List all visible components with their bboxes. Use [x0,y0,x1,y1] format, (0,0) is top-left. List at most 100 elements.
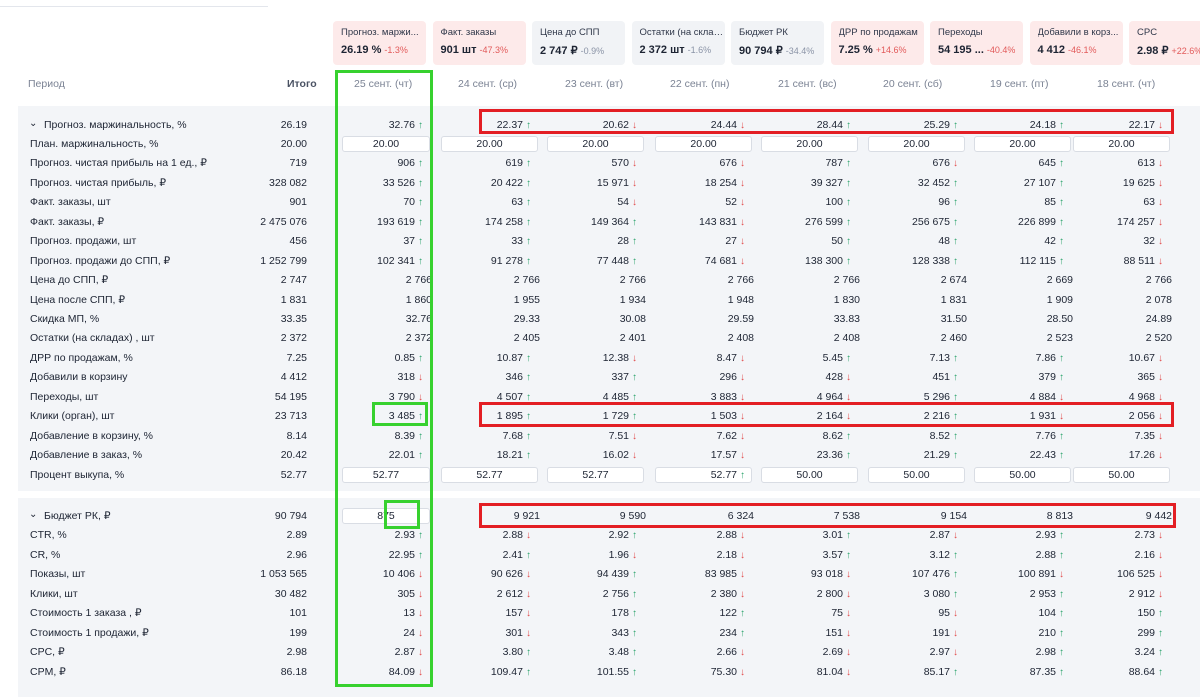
arrow-down-icon: ↓ [953,647,958,659]
date-header[interactable]: 23 сент. (вт) [565,78,624,90]
value-input[interactable]: 20.00 [761,135,858,152]
row-label[interactable]: Бюджет РК, ₽ [44,510,111,522]
arrow-down-icon: ↓ [418,588,423,600]
kpi-card[interactable]: ДРР по продажам 7.25 % +14.6% [830,21,924,65]
arrow-down-icon: ↓ [740,549,745,561]
value-input[interactable]: 20.00 [974,135,1071,152]
date-header[interactable]: 25 сент. (чт) [354,78,413,90]
value-input[interactable]: 50.00 [761,466,858,483]
value-input[interactable]: 50.00 [974,466,1071,483]
value-input[interactable]: 52.77 [441,466,538,483]
arrow-down-icon: ↓ [418,647,423,659]
value-input[interactable]: 50.00 [1073,466,1170,483]
date-header[interactable]: 24 сент. (ср) [458,78,518,90]
value-cell: 9 442 [1145,510,1172,522]
row-total: 2 372 [280,332,307,345]
arrow-up-icon: ↑ [632,372,637,384]
value-cell: 3.48 ↑ [608,646,637,659]
value-cell: 27 107 ↑ [1023,176,1064,189]
date-header[interactable]: 21 сент. (вс) [778,78,837,90]
value-input[interactable]: 50.00 [868,466,965,483]
arrow-up-icon: ↑ [526,197,531,209]
value-cell: 22.95 ↑ [388,548,423,561]
value-cell: 48 ↑ [938,235,958,248]
row-label[interactable]: Прогноз. маржинальность, % [44,118,187,131]
date-header[interactable]: 22 сент. (пн) [670,78,730,90]
row-label: Клики (орган), шт [30,410,115,423]
kpi-card-delta: +14.6% [875,45,907,55]
kpi-card[interactable]: CPC 2.98 ₽ +22.6% [1129,21,1200,65]
value-cell: 87.35 ↑ [1029,665,1064,678]
kpi-card[interactable]: Бюджет РК 90 794 ₽ -34.4% [731,21,824,65]
value-cell: 8 813 [1046,510,1073,522]
value-cell: 4 884 ↓ [1029,390,1064,403]
value-cell: 787 ↑ [825,157,851,170]
value-input[interactable]: 20.00 [868,135,965,152]
row-total: 456 [289,235,307,248]
value-cell: 8.52 ↑ [929,429,958,442]
arrow-down-icon: ↓ [846,588,851,600]
date-header[interactable]: 19 сент. (пт) [990,78,1049,90]
arrow-up-icon: ↑ [526,391,531,403]
arrow-up-icon: ↑ [632,411,637,423]
value-cell: 2 953 ↑ [1029,587,1064,600]
value-input[interactable]: 20.00 [547,135,644,152]
date-header[interactable]: 18 сент. (чт) [1097,78,1156,90]
chevron-down-icon[interactable]: ⌄ [29,117,38,129]
arrow-down-icon: ↓ [740,119,745,131]
value-cell: 7.13 ↑ [929,351,958,364]
arrow-down-icon: ↓ [632,119,637,131]
value-cell: 305 ↓ [397,587,423,600]
value-cell: 2 766 [833,274,860,287]
value-input[interactable]: 52.77 ↑ [655,466,752,483]
value-input[interactable]: 20.00 [441,135,538,152]
value-cell: 84.09 ↓ [388,665,423,678]
arrow-down-icon: ↓ [846,372,851,384]
value-cell: 12.38 ↓ [602,351,637,364]
value-cell: 7.86 ↑ [1035,351,1064,364]
value-cell: 151 ↓ [825,626,851,639]
arrow-up-icon: ↑ [418,530,423,542]
kpi-card[interactable]: Факт. заказы 901 шт -47.3% [432,21,526,65]
value-cell: 63 ↓ [1143,196,1163,209]
value-cell: 143 831 ↓ [699,215,745,228]
value-cell: 75.30 ↓ [710,665,745,678]
table-row: План. маржинальность, % 20.00 20.00 20.00 20… [0,135,1200,154]
value-input[interactable]: 20.00 [655,135,752,152]
value-input[interactable]: 20.00 [342,135,430,152]
table-row: Клики (орган), шт 23 713 3 485 ↑ 1 895 ↑ 1 729… [0,407,1200,426]
value-cell: 81.04 ↓ [816,665,851,678]
arrow-up-icon: ↑ [846,236,851,248]
value-cell: 2 078 [1145,293,1172,306]
arrow-down-icon: ↓ [740,197,745,209]
arrow-up-icon: ↑ [526,255,531,267]
kpi-card[interactable]: Добавили в корз... 4 412 -46.1% [1029,21,1123,65]
value-input[interactable]: 52.77 [547,466,644,483]
arrow-up-icon: ↑ [526,549,531,561]
value-input[interactable]: 52.77 [342,466,430,483]
kpi-card-value: 4 412 -46.1% [1037,44,1097,56]
value-cell: 2 056 ↓ [1128,410,1163,423]
arrow-down-icon: ↓ [1158,352,1163,364]
value-cell: 570 ↓ [611,157,637,170]
chevron-down-icon[interactable]: ⌄ [29,509,38,520]
kpi-card[interactable]: Переходы 54 195 ... -40.4% [930,21,1023,65]
value-cell: 7.51 ↓ [608,429,637,442]
arrow-down-icon: ↓ [1059,569,1064,581]
table-row: Добавили в корзину 4 412 318 ↓ 346 ↑ 337 ↑ 296 ↓ 4… [0,368,1200,387]
value-cell: 3.24 ↑ [1134,646,1163,659]
kpi-card[interactable]: Прогноз. маржи... 26.19 % -1.3% [333,21,426,65]
kpi-card[interactable]: Остатки (на склад... 2 372 шт -1.6% [631,21,725,65]
table-row: Цена до СПП, ₽ 2 747 2 766 2 766 2 766 2 766 2… [0,271,1200,290]
date-header[interactable]: 20 сент. (сб) [883,78,943,90]
arrow-down-icon: ↓ [418,608,423,620]
row-total: 719 [289,157,307,170]
kpi-card-value: 90 794 ₽ -34.4% [739,45,815,57]
arrow-down-icon: ↓ [846,666,851,678]
kpi-card-delta: +22.6% [1171,46,1200,56]
value-input[interactable]: 20.00 [1073,135,1170,152]
value-cell: 138 300 ↑ [805,254,851,267]
value-cell: 28.44 ↑ [816,118,851,131]
kpi-card[interactable]: Цена до СПП 2 747 ₽ -0.9% [532,21,625,65]
arrow-down-icon: ↓ [740,236,745,248]
